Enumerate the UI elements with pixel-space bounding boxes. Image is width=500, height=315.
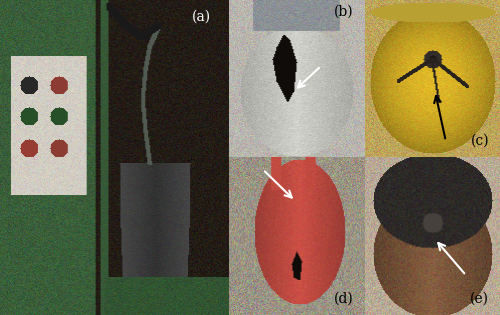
Text: (e): (e) [470, 291, 489, 306]
Text: (b): (b) [334, 5, 353, 19]
Text: (c): (c) [470, 134, 489, 147]
Text: (a): (a) [192, 9, 210, 23]
Text: (d): (d) [334, 291, 353, 306]
